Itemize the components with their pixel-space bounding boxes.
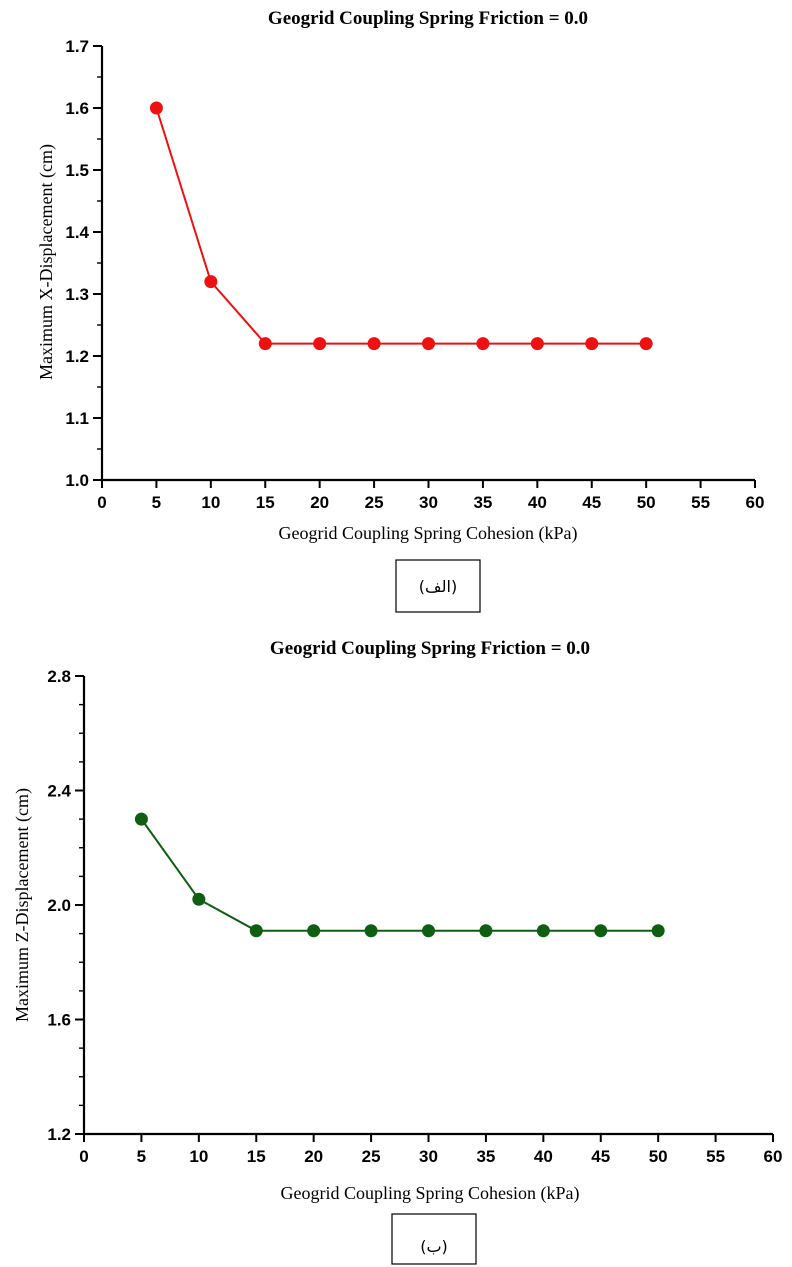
data-point: [307, 924, 321, 938]
x-tick-label: 35: [476, 1147, 495, 1166]
x-tick-label: 15: [247, 1147, 266, 1166]
x-axis-label: Geogrid Coupling Spring Cohesion (kPa): [279, 523, 578, 544]
x-axis-label: Geogrid Coupling Spring Cohesion (kPa): [281, 1183, 580, 1204]
data-point: [422, 337, 435, 351]
x-tick-label: 20: [304, 1147, 323, 1166]
data-point: [585, 337, 599, 351]
chart-title: Geogrid Coupling Spring Friction = 0.0: [268, 8, 588, 29]
chart-z-displacement: Geogrid Coupling Spring Friction = 0.0 M…: [12, 638, 782, 1265]
x-tick-label: 10: [201, 493, 220, 512]
y-tick-label: 1.6: [47, 1011, 71, 1030]
x-tick-label: 10: [189, 1147, 208, 1166]
data-point: [479, 924, 493, 938]
x-tick-label: 40: [528, 493, 547, 512]
data-point: [192, 892, 206, 906]
y-tick-label: 1.5: [65, 161, 89, 180]
y-tick-label: 2.4: [47, 782, 71, 801]
caption-label: (ب): [420, 1237, 448, 1256]
caption-box: (الف): [395, 559, 481, 613]
y-tick-label: 1.0: [65, 471, 89, 490]
y-tick-label: 1.6: [65, 99, 89, 118]
x-tick-label: 55: [691, 493, 710, 512]
data-point: [249, 924, 263, 938]
data-point: [639, 337, 653, 351]
x-tick-label: 45: [591, 1147, 610, 1166]
data-point: [530, 337, 544, 351]
data-point: [594, 924, 608, 938]
y-tick-label: 1.2: [65, 347, 89, 366]
y-tick-label: 2.0: [47, 896, 71, 915]
data-point: [422, 924, 435, 938]
data-point: [258, 337, 272, 351]
y-tick-label: 1.4: [65, 223, 89, 242]
data-point: [476, 337, 490, 351]
axes: 0 5 10 15 20 25 30 35 40 45 50 55 60 1.0 1.1 1.2 1.3 1.4 1…: [65, 37, 764, 512]
data-point: [313, 337, 327, 351]
x-tick-label: 30: [419, 493, 438, 512]
chart-x-displacement: Geogrid Coupling Spring Friction = 0.0 M…: [36, 8, 764, 613]
y-tick-label: 1.3: [65, 285, 89, 304]
y-tick-label: 1.1: [65, 409, 89, 428]
x-tick-label: 35: [473, 493, 492, 512]
y-tick-label: 1.7: [65, 37, 89, 56]
x-tick-label: 45: [582, 493, 601, 512]
x-tick-label: 15: [256, 493, 275, 512]
data-point: [367, 337, 381, 351]
y-tick-label: 2.8: [47, 667, 71, 686]
caption-frame: [391, 1213, 477, 1265]
x-tick-label: 0: [79, 1147, 88, 1166]
x-tick-label: 5: [152, 493, 161, 512]
x-tick-label: 0: [97, 493, 106, 512]
x-tick-label: 20: [310, 493, 329, 512]
data-point: [149, 101, 163, 115]
x-tick-label: 50: [637, 493, 656, 512]
x-tick-label: 55: [706, 1147, 725, 1166]
plot-marks: [149, 101, 653, 351]
data-point: [364, 924, 378, 938]
data-point: [536, 924, 550, 938]
x-tick-label: 5: [137, 1147, 146, 1166]
x-tick-label: 60: [764, 1147, 783, 1166]
x-tick-label: 60: [746, 493, 765, 512]
caption-box: (ب): [391, 1213, 477, 1265]
data-point: [651, 924, 665, 938]
data-point: [204, 275, 218, 289]
caption-frame: [395, 559, 481, 613]
caption-label: (الف): [419, 577, 457, 596]
series-line: [140, 818, 659, 932]
x-tick-label: 25: [362, 1147, 381, 1166]
x-tick-label: 50: [649, 1147, 668, 1166]
x-tick-label: 40: [534, 1147, 553, 1166]
axes: 0 5 10 15 20 25 30 35 40 45 50 55 60 1.2 1.6 2.0 2.4 2.8: [47, 667, 782, 1166]
y-axis-label: Maximum X-Displacement (cm): [36, 144, 57, 380]
y-axis-label: Maximum Z-Displacement (cm): [12, 788, 33, 1022]
y-tick-label: 1.2: [47, 1125, 71, 1144]
series-line: [155, 107, 647, 345]
x-tick-label: 25: [365, 493, 384, 512]
plot-marks: [134, 812, 665, 938]
chart-title: Geogrid Coupling Spring Friction = 0.0: [270, 638, 590, 659]
x-tick-label: 30: [419, 1147, 438, 1166]
data-point: [134, 812, 148, 826]
